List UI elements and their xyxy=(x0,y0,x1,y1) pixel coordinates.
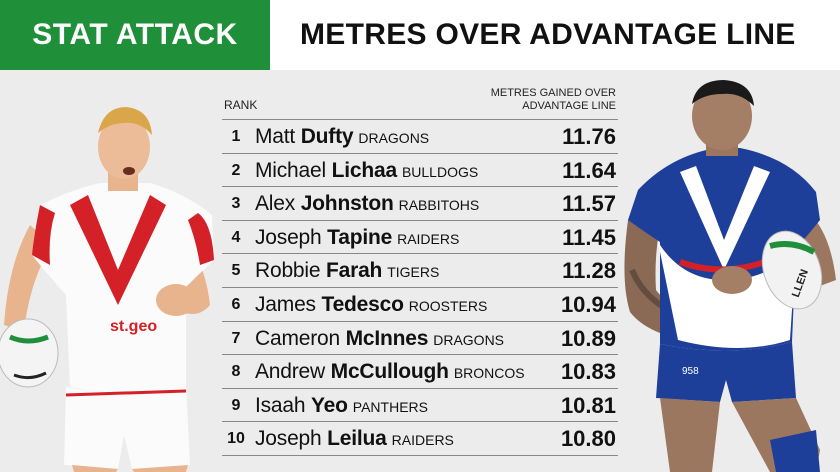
metres-value-cell: 10.94 xyxy=(560,291,616,317)
sponsor-text: st.geo xyxy=(110,318,157,335)
rank-cell: 9 xyxy=(231,396,241,414)
rank-cell: 4 xyxy=(231,228,241,246)
last-name: McInnes xyxy=(345,326,429,350)
last-name: Farah xyxy=(326,259,383,283)
last-name: Tapine xyxy=(327,225,393,249)
player-name-cell: Joseph Leilua RAIDERS xyxy=(255,422,454,455)
rank-cell: 1 xyxy=(231,128,241,145)
first-name: Joseph xyxy=(255,427,322,451)
last-name: Yeo xyxy=(311,393,348,417)
first-name: Robbie xyxy=(255,259,321,283)
stats-table: RANK METRES GAINED OVER ADVANTAGE LINE 1… xyxy=(222,84,618,456)
team-name: BRONCOS xyxy=(453,365,525,382)
metres-value-cell: 11.64 xyxy=(562,157,616,183)
player-name-cell: Michael Lichaa BULLDOGS xyxy=(255,154,478,187)
team-name: PANTHERS xyxy=(352,398,428,415)
player-name-cell: James Tedesco ROOSTERS xyxy=(255,288,487,321)
table-row: 1 Matt Dufty DRAGONS 11.76 xyxy=(222,120,618,154)
table-header: RANK METRES GAINED OVER ADVANTAGE LINE xyxy=(222,84,618,120)
last-name: Dufty xyxy=(300,125,354,148)
table-row: 8 Andrew McCullough BRONCOS 10.83 xyxy=(222,355,618,389)
team-name: RABBITOHS xyxy=(398,197,480,214)
table-row: 4 Joseph Tapine RAIDERS 11.45 xyxy=(222,221,618,255)
metric-header-line2: ADVANTAGE LINE xyxy=(522,100,616,112)
team-name: BULLDOGS xyxy=(401,163,479,180)
last-name: McCullough xyxy=(330,360,449,384)
metres-value-cell: 10.81 xyxy=(560,392,616,418)
first-name: Michael xyxy=(255,158,326,182)
first-name: Isaah xyxy=(255,393,306,417)
first-name: Alex xyxy=(255,192,296,216)
rank-cell: 2 xyxy=(231,161,241,179)
rank-cell: 8 xyxy=(231,363,241,381)
first-name: Cameron xyxy=(255,326,340,350)
table-body: 1 Matt Dufty DRAGONS 11.76 2 Michael Lichaa BU… xyxy=(222,120,618,456)
rank-header: RANK xyxy=(224,98,258,112)
last-name: Lichaa xyxy=(331,158,398,182)
table-row: 6 James Tedesco ROOSTERS 10.94 xyxy=(222,288,618,322)
first-name: James xyxy=(255,292,316,316)
team-name: TIGERS xyxy=(387,264,440,281)
rank-cell: 5 xyxy=(231,262,241,280)
metres-value-cell: 10.80 xyxy=(560,426,616,452)
player-name-cell: Isaah Yeo PANTHERS xyxy=(255,389,428,422)
metres-value-cell: 11.28 xyxy=(562,258,616,284)
bulldogs-player-image: 958 LLEN xyxy=(624,80,836,472)
rank-cell: 6 xyxy=(231,295,241,313)
player-name-cell: Cameron McInnes DRAGONS xyxy=(255,322,504,355)
first-name: Matt xyxy=(255,125,296,148)
team-name: DRAGONS xyxy=(433,331,505,348)
rank-cell: 10 xyxy=(227,430,245,448)
metres-value-cell: 11.76 xyxy=(562,124,616,149)
rank-cell: 7 xyxy=(231,329,241,347)
metres-value-cell: 10.83 xyxy=(560,359,616,385)
metres-value-cell: 11.57 xyxy=(562,191,616,217)
metric-header: METRES GAINED OVER ADVANTAGE LINE xyxy=(456,87,616,113)
player-name-cell: Robbie Farah TIGERS xyxy=(255,254,439,287)
table-row: 10 Joseph Leilua RAIDERS 10.80 xyxy=(222,422,618,456)
first-name: Andrew xyxy=(255,360,326,384)
last-name: Tedesco xyxy=(321,292,404,316)
page-title: METRES OVER ADVANTAGE LINE xyxy=(300,18,796,51)
metres-value-cell: 10.89 xyxy=(560,325,616,351)
table-row: 7 Cameron McInnes DRAGONS 10.89 xyxy=(222,322,618,356)
last-name: Leilua xyxy=(327,427,387,451)
team-name: RAIDERS xyxy=(397,230,460,247)
player-name-cell: Joseph Tapine RAIDERS xyxy=(255,221,459,254)
shorts-text: 958 xyxy=(682,366,699,377)
stat-attack-badge: STAT ATTACK xyxy=(0,0,270,70)
player-name-cell: Alex Johnston RABBITOHS xyxy=(255,187,479,220)
metres-value-cell: 11.45 xyxy=(562,224,616,250)
table-row: 2 Michael Lichaa BULLDOGS 11.64 xyxy=(222,154,618,188)
table-row: 5 Robbie Farah TIGERS 11.28 xyxy=(222,254,618,288)
player-name-cell: Andrew McCullough BRONCOS xyxy=(255,355,525,388)
player-name-cell: Matt Dufty DRAGONS xyxy=(255,120,429,153)
table-row: 3 Alex Johnston RABBITOHS 11.57 xyxy=(222,187,618,221)
team-name: ROOSTERS xyxy=(408,297,488,314)
team-name: RAIDERS xyxy=(391,432,454,449)
team-name: DRAGONS xyxy=(358,130,430,146)
rank-cell: 3 xyxy=(231,195,241,213)
last-name: Johnston xyxy=(300,192,394,216)
dragons-player-image: st.geo xyxy=(0,107,214,472)
metric-header-line1: METRES GAINED OVER xyxy=(490,87,616,99)
table-row: 9 Isaah Yeo PANTHERS 10.81 xyxy=(222,389,618,423)
first-name: Joseph xyxy=(255,225,322,249)
